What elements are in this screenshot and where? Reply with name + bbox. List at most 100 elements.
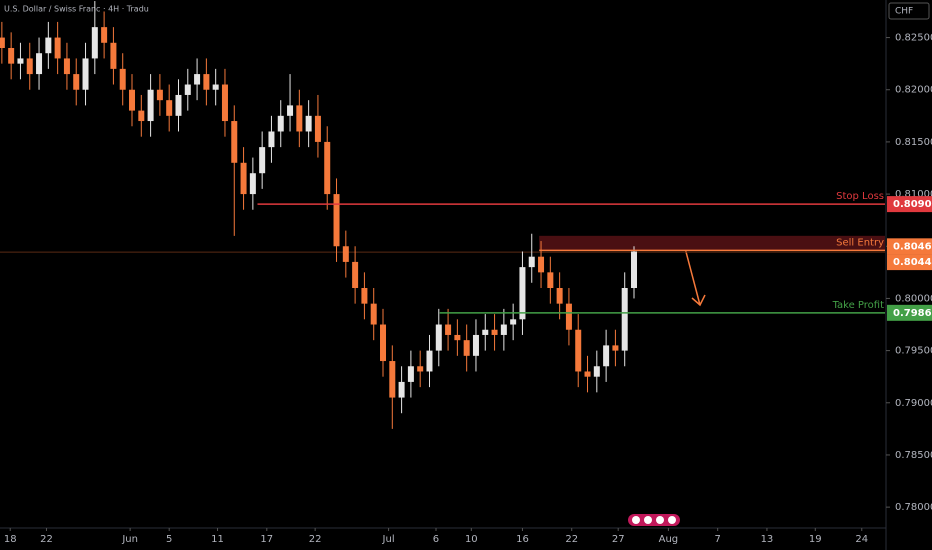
- x-tick-label: 7: [714, 534, 720, 545]
- candle-body: [203, 74, 210, 90]
- x-tick-label: Aug: [659, 534, 679, 545]
- price-box: [887, 196, 932, 213]
- x-tick-label: 18: [4, 534, 17, 545]
- x-tick-label: 27: [612, 534, 625, 545]
- candle-body: [166, 100, 173, 116]
- price-box-label: 0.80444: [893, 257, 932, 268]
- candle-body: [333, 194, 340, 247]
- x-tick-label: Jul: [382, 534, 395, 545]
- candle-body: [212, 84, 219, 90]
- candle-body: [101, 27, 108, 43]
- candle-body: [249, 173, 256, 195]
- candle-body: [370, 303, 377, 325]
- candle-body: [361, 288, 368, 304]
- candle-body: [593, 366, 600, 377]
- currency: CHF: [895, 7, 913, 17]
- x-tick-label: 10: [465, 534, 478, 545]
- price-box-label: 0.80904: [893, 199, 932, 210]
- candle-body: [482, 329, 489, 335]
- level-name: Stop Loss: [836, 191, 884, 202]
- candle-body: [63, 58, 70, 75]
- candle-body: [510, 319, 517, 325]
- candle-body: [240, 162, 247, 195]
- candle-body: [45, 37, 52, 54]
- candle-body: [221, 84, 228, 122]
- y-tick-label: 0.82500: [895, 33, 932, 44]
- x-tick-label: 16: [516, 534, 529, 545]
- price-box: [887, 304, 932, 321]
- candle-body: [575, 329, 582, 372]
- candle-body: [538, 256, 545, 273]
- candle-body: [156, 89, 163, 101]
- candle-body: [26, 58, 33, 75]
- candle-body: [73, 74, 80, 90]
- candle-body: [138, 110, 145, 122]
- candle-body: [612, 345, 619, 351]
- price-box-label: 0.80461: [893, 241, 932, 252]
- candle-body: [417, 366, 424, 372]
- x-tick-label: 22: [565, 534, 578, 545]
- x-tick-label: 6: [433, 534, 439, 545]
- candle-body: [17, 58, 24, 64]
- candle-body: [147, 89, 154, 122]
- candle-body: [463, 340, 470, 356]
- currency-box: [888, 2, 930, 20]
- candle-body: [287, 105, 294, 116]
- candle-body: [36, 53, 43, 75]
- candle-body: [342, 246, 349, 262]
- candle-body: [454, 334, 461, 341]
- candle-body: [119, 68, 126, 90]
- candle-body: [110, 42, 117, 69]
- candle-body: [472, 334, 479, 356]
- candle-body: [277, 115, 284, 132]
- candle-body: [314, 115, 321, 142]
- chart-title: U.S. Dollar / Swiss Franc · 4H · Tradu: [4, 5, 149, 14]
- candle-body: [528, 256, 535, 268]
- candle-body: [398, 381, 405, 398]
- candle-body: [426, 350, 433, 372]
- candle-body: [296, 105, 303, 132]
- candle-body: [547, 272, 554, 288]
- price-box-label: 0.79862: [893, 308, 932, 319]
- candle-body: [82, 58, 89, 90]
- candle-body: [352, 261, 359, 288]
- candle-body: [631, 251, 638, 288]
- x-tick-label: Jun: [121, 534, 138, 545]
- candle-body: [445, 324, 452, 335]
- toolbar-icons: [628, 514, 680, 526]
- candle-body: [129, 89, 136, 111]
- x-tick-label: 11: [211, 534, 224, 545]
- x-tick-label: 5: [166, 534, 172, 545]
- candle-body: [491, 329, 498, 335]
- candle-body: [184, 84, 191, 95]
- candle-body: [324, 141, 331, 195]
- level-name: Sell Entry: [836, 237, 884, 248]
- sell-zone: [539, 235, 885, 251]
- candle-body: [305, 115, 312, 132]
- x-tick-label: 13: [761, 534, 774, 545]
- candle-body: [8, 48, 15, 64]
- x-tick-label: 24: [855, 534, 868, 545]
- x-tick-label: 19: [809, 534, 822, 545]
- candle-body: [603, 345, 610, 367]
- candle-body: [259, 147, 266, 174]
- candle-body: [500, 324, 507, 335]
- candle-body: [584, 371, 591, 377]
- candle-body: [380, 324, 387, 362]
- candle-body: [389, 361, 396, 398]
- x-tick-label: 22: [40, 534, 53, 545]
- candle-body: [407, 366, 414, 382]
- candle-body: [565, 303, 572, 330]
- candle-body: [519, 267, 526, 320]
- x-tick-label: 22: [309, 534, 322, 545]
